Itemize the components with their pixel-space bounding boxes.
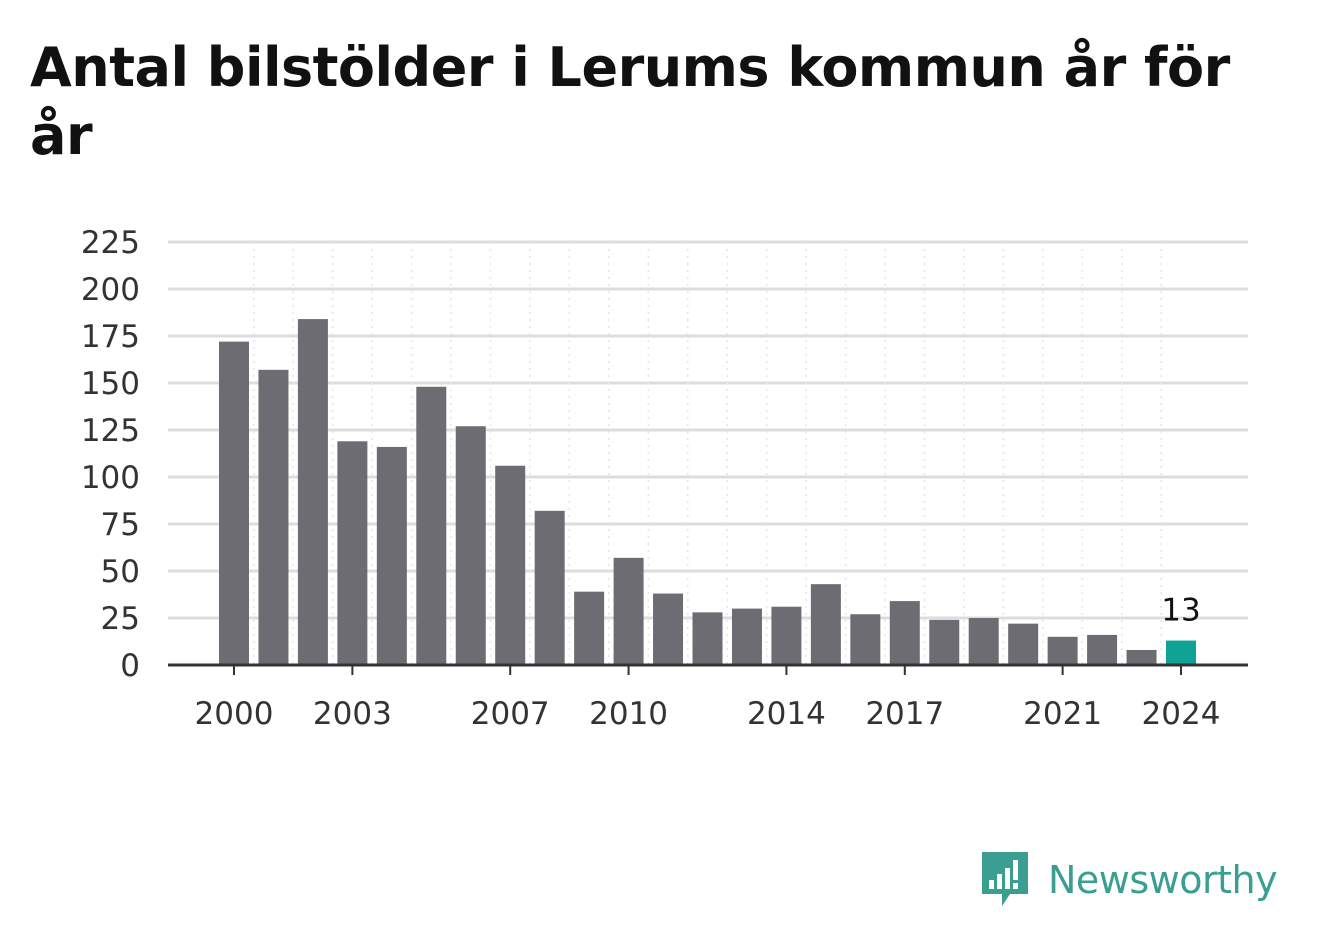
bar-2014 bbox=[771, 606, 802, 665]
bar-2013 bbox=[731, 608, 762, 665]
bar-2000 bbox=[219, 341, 249, 665]
bar-2020 bbox=[1008, 623, 1039, 665]
bar-2024 bbox=[1166, 640, 1196, 665]
gridlines bbox=[168, 240, 1248, 620]
y-tick-label: 100 bbox=[81, 460, 140, 496]
bar-2019 bbox=[968, 618, 999, 665]
x-tick-label: 2014 bbox=[747, 696, 826, 732]
bar-2018 bbox=[929, 619, 960, 665]
bar-2001 bbox=[258, 369, 289, 665]
bar-2022 bbox=[1087, 634, 1118, 665]
y-tick-label: 0 bbox=[120, 648, 140, 684]
bar-2012 bbox=[692, 612, 723, 665]
bar-2006 bbox=[455, 426, 486, 665]
bar-2004 bbox=[376, 446, 407, 665]
bar-2016 bbox=[850, 614, 881, 665]
y-tick-label: 75 bbox=[101, 507, 140, 543]
y-tick-label: 175 bbox=[81, 319, 140, 355]
x-tick-label: 2007 bbox=[471, 696, 550, 732]
x-tick-label: 2010 bbox=[589, 696, 668, 732]
chart-title: Antal bilstölder i Lerums kommun år för … bbox=[30, 36, 1230, 167]
bar-2008 bbox=[534, 510, 565, 665]
bar-2003 bbox=[337, 441, 368, 665]
x-tick-label: 2017 bbox=[865, 696, 944, 732]
newsworthy-logo-icon bbox=[982, 852, 1028, 906]
bar-2009 bbox=[574, 591, 605, 665]
bar-2002 bbox=[297, 319, 328, 665]
x-axis-tick-labels: 2000 2003 2007 2010 2014 2017 2021 2024 bbox=[195, 665, 1221, 732]
bar-2010 bbox=[613, 557, 644, 665]
y-tick-label: 225 bbox=[81, 225, 140, 261]
bar-2017 bbox=[889, 601, 920, 665]
brand-name: Newsworthy bbox=[1048, 858, 1278, 902]
bar-2011 bbox=[653, 593, 684, 665]
bar-2007 bbox=[495, 465, 526, 665]
x-tick-label: 2021 bbox=[1023, 696, 1102, 732]
x-tick-label: 2024 bbox=[1142, 696, 1221, 732]
x-tick-label: 2000 bbox=[195, 696, 274, 732]
data-label-2024: 13 bbox=[1161, 593, 1200, 629]
bar-2015 bbox=[810, 584, 841, 665]
bar-2005 bbox=[416, 386, 447, 665]
data-labels: 13 bbox=[1161, 593, 1200, 629]
bars bbox=[219, 319, 1196, 665]
x-tick-label: 2003 bbox=[313, 696, 392, 732]
vertical-dotted-gridlines bbox=[252, 242, 1163, 665]
y-axis-tick-labels: 0 25 50 75 100 125 150 175 200 225 bbox=[81, 225, 140, 684]
newsworthy-logo: Newsworthy bbox=[980, 850, 1278, 910]
y-tick-label: 200 bbox=[81, 272, 140, 308]
y-tick-label: 125 bbox=[81, 413, 140, 449]
y-tick-label: 25 bbox=[101, 601, 140, 637]
y-tick-label: 150 bbox=[81, 366, 140, 402]
bar-2021 bbox=[1047, 636, 1078, 665]
bar-2023 bbox=[1126, 649, 1157, 665]
y-tick-label: 50 bbox=[101, 554, 140, 590]
